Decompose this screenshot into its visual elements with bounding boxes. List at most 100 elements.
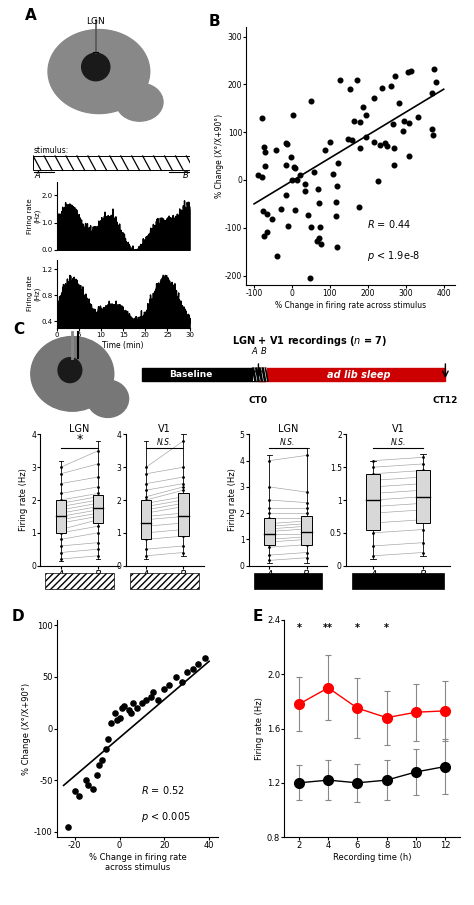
Ellipse shape [87,380,128,417]
Point [260,229,268,243]
Bar [301,516,312,545]
Point [64,820,72,834]
Point [315,196,323,211]
Point [261,158,269,173]
Text: A: A [25,8,37,24]
Bar [253,368,267,381]
Title: LGN: LGN [69,424,90,433]
Point [356,200,363,214]
Point [356,141,363,156]
Point [190,662,197,676]
Point [310,166,318,180]
Point [374,174,382,188]
Point [291,203,299,217]
Point [336,73,344,88]
Point [314,182,321,196]
Point [260,140,267,155]
Bar [130,574,199,589]
Point [283,137,291,151]
Title: V1: V1 [392,424,404,433]
Bar [55,500,66,533]
Ellipse shape [116,83,163,121]
Text: Baseline: Baseline [169,370,212,379]
Point [316,231,323,245]
Point [404,64,412,79]
Point [390,140,397,155]
Point [334,156,342,170]
Point [259,204,266,218]
Text: N.S.: N.S. [157,438,173,447]
Point [306,271,314,285]
Text: CT0: CT0 [249,395,268,405]
Point [107,716,114,730]
X-axis label: Recording time (h): Recording time (h) [333,853,411,862]
Point [296,168,304,183]
Point [432,74,439,89]
Point [118,700,126,715]
Text: C: C [13,322,24,338]
Point [370,135,378,149]
Point [201,651,209,665]
Text: $p$ < 1.9e-8: $p$ < 1.9e-8 [367,249,420,263]
Point [116,711,123,726]
Point [383,138,391,153]
Text: **: ** [323,623,333,633]
Point [172,670,179,684]
Point [407,64,415,79]
Point [273,249,281,263]
Text: CT12: CT12 [433,395,458,405]
Point [165,678,173,692]
Text: $R$ = 0.52: $R$ = 0.52 [141,784,184,795]
Point [96,757,103,772]
Text: *: * [76,433,82,446]
Y-axis label: % Change (X°/X+90°): % Change (X°/X+90°) [215,114,224,198]
Point [127,706,135,720]
Point [359,100,367,114]
Y-axis label: Firing rate
(Hz): Firing rate (Hz) [27,276,40,311]
Point [82,773,90,787]
Y-axis label: Firing rate (Hz): Firing rate (Hz) [19,469,28,531]
Point [348,133,356,148]
Point [149,685,157,700]
Point [428,121,435,136]
Point [284,219,292,233]
Point [301,176,309,191]
Bar [93,495,103,523]
Point [147,691,155,705]
Title: LGN: LGN [278,424,298,433]
Text: ad lib sleep: ad lib sleep [327,369,390,380]
Point [105,731,112,746]
Point [84,778,92,793]
Text: *: * [384,623,389,633]
Point [391,157,398,172]
Y-axis label: Firing rate
(Hz): Firing rate (Hz) [27,198,40,233]
Bar [33,156,190,170]
Point [134,700,141,715]
X-axis label: % Change in firing rate across stimulus: % Change in firing rate across stimulus [275,301,426,310]
Point [370,91,378,106]
Text: D: D [12,609,24,624]
Point [262,145,269,159]
Point [258,111,266,126]
Point [143,692,150,707]
Ellipse shape [48,30,150,113]
Point [93,767,101,782]
Point [89,781,97,795]
Point [120,699,128,713]
Bar [353,574,444,589]
Point [287,149,295,164]
Point [378,81,385,95]
Point [334,240,341,254]
Point [290,160,297,175]
Point [400,114,408,129]
Point [75,788,83,803]
Bar [366,474,380,529]
Y-axis label: Firing rate (Hz): Firing rate (Hz) [255,697,264,760]
Point [154,692,161,707]
Point [254,167,262,182]
Point [396,95,403,110]
Text: B: B [183,171,189,180]
Point [269,212,276,226]
Point [405,116,413,130]
Point [350,113,358,128]
